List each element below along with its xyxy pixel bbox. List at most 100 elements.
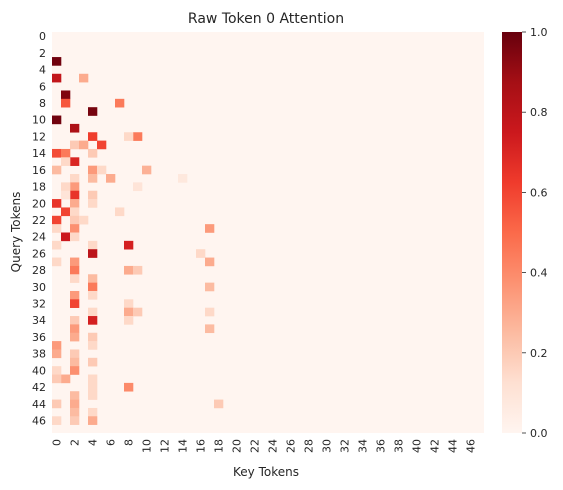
heatmap-cells [52,32,484,433]
heatmap-cell [70,199,80,208]
heatmap-cell [61,182,71,192]
heatmap-cell [88,316,98,325]
x-tick-label: 16 [195,439,208,453]
heatmap-cell [70,182,80,192]
x-tick-label: 18 [213,439,226,453]
heatmap-cell [124,132,134,141]
y-tick-label: 38 [32,348,46,361]
y-tick-label: 30 [32,281,46,294]
heatmap-cell [70,316,80,325]
heatmap-cell [70,174,80,183]
heatmap-cell [70,157,80,166]
heatmap-cell [88,240,98,250]
heatmap-cell [70,140,80,150]
heatmap-cell [70,265,80,275]
x-tick-label: 8 [123,439,136,446]
heatmap-cell [61,190,71,200]
x-axis-label: Key Tokens [233,465,299,479]
heatmap-cell [97,140,107,150]
x-tick-label: 26 [285,439,298,453]
colorbar-ticks: 0.0 0.2 0.4 0.6 0.8 1.0 [522,26,548,440]
y-tick-label: 40 [32,364,46,377]
heatmap-cell [52,374,62,384]
y-tick-label: 28 [32,264,46,277]
heatmap-cell [70,324,80,334]
heatmap-cell [61,374,71,384]
heatmap-cell [52,224,62,233]
heatmap-cell [70,399,80,409]
y-tick-label: 18 [32,181,46,194]
heatmap-cell [52,73,62,83]
heatmap-cell [88,416,98,425]
heatmap-cell [70,290,80,300]
colorbar-tick-label: 1.0 [530,26,548,39]
heatmap-cell [61,207,71,217]
heatmap-cell [124,240,134,250]
y-tick-label: 32 [32,298,46,311]
heatmap-cell [70,416,80,425]
chart-title: Raw Token 0 Attention [188,11,344,27]
y-tick-label: 20 [32,197,46,210]
heatmap-cell [70,274,80,283]
colorbar-tick-label: 0.4 [530,267,548,280]
x-tick-label: 4 [87,439,100,446]
y-tick-label: 24 [32,231,46,244]
y-tick-label: 14 [32,147,46,160]
heatmap-cell [124,316,134,325]
x-tick-label: 22 [249,439,262,453]
heatmap-cell [61,98,71,108]
heatmap-cell [115,207,125,217]
heatmap-cell [61,232,71,242]
y-tick-label: 22 [32,214,46,227]
heatmap-cell [88,199,98,208]
heatmap-cell [88,274,98,283]
heatmap-cell [52,148,62,158]
heatmap-cell [70,232,80,242]
y-tick-label: 8 [39,97,46,110]
heatmap-cell [52,416,62,425]
heatmap-cell [205,324,215,334]
y-axis-label: Query Tokens [9,192,23,273]
x-tick-label: 36 [375,439,388,453]
heatmap-cell [115,98,125,108]
heatmap-cell [70,123,80,133]
x-tick-label: 0 [51,439,64,446]
x-tick-label: 24 [267,439,280,453]
y-tick-label: 34 [32,314,46,327]
heatmap-cell [124,382,134,392]
heatmap-cell [88,282,98,292]
x-tick-label: 32 [339,439,352,453]
heatmap-cell [88,341,98,350]
heatmap-cell [88,332,98,342]
x-tick-label: 44 [447,439,460,453]
heatmap-cell [70,257,80,267]
y-tick-label: 26 [32,247,46,260]
heatmap-cell [52,349,62,359]
heatmap-cell [133,265,143,275]
heatmap-cell [70,190,80,200]
heatmap-cell [88,148,98,158]
y-tick-label: 12 [32,130,46,143]
heatmap-cell [52,115,62,125]
heatmap-cell [88,174,98,183]
heatmap-cell [88,249,98,258]
x-tick-label: 46 [465,439,478,453]
heatmap-cell [52,199,62,208]
y-tick-label: 2 [39,47,46,60]
heatmap-cell [133,132,143,141]
colorbar-tick-label: 0.6 [530,186,548,199]
colorbar-tick-label: 0.0 [530,427,548,440]
heatmap-cell [70,391,80,400]
heatmap-cell [61,157,71,166]
heatmap-cell [196,249,206,258]
heatmap-cell [97,165,107,175]
heatmap-cell [70,299,80,308]
x-tick-label: 2 [69,439,82,446]
x-tick-label: 34 [357,439,370,453]
heatmap-cell [205,257,215,267]
y-tick-label: 46 [32,414,46,427]
heatmap-cell [214,399,224,409]
heatmap-cell [52,257,62,267]
heatmap-cell [61,148,71,158]
